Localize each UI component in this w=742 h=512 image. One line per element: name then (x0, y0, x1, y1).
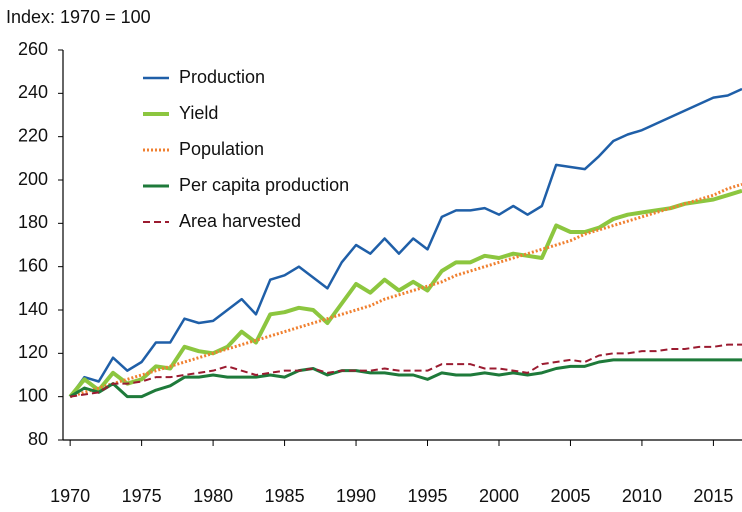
legend-label: Production (179, 67, 265, 87)
legend-label: Area harvested (179, 211, 301, 231)
x-tick-label: 1990 (336, 486, 376, 506)
y-tick-label: 180 (18, 212, 48, 232)
y-tick-label: 140 (18, 299, 48, 319)
x-tick-label: 1985 (265, 486, 305, 506)
series-line (69, 358, 742, 399)
x-tick-label: 1970 (50, 486, 90, 506)
y-tick-label: 120 (18, 342, 48, 362)
y-tick-label: 80 (28, 429, 48, 449)
x-tick-label: 1975 (122, 486, 162, 506)
series-line (69, 343, 742, 398)
series-line (69, 182, 742, 399)
y-tick-label: 200 (18, 169, 48, 189)
y-tick-label: 100 (18, 385, 48, 405)
legend-label: Per capita production (179, 175, 349, 195)
x-tick-label: 2010 (622, 486, 662, 506)
y-tick-label: 220 (18, 125, 48, 145)
x-tick-label: 2015 (693, 486, 733, 506)
x-tick-label: 1995 (407, 486, 447, 506)
series-line (69, 87, 742, 398)
y-tick-label: 160 (18, 255, 48, 275)
legend-label: Population (179, 139, 264, 159)
legend-label: Yield (179, 103, 218, 123)
y-tick-label: 240 (18, 82, 48, 102)
chart-subtitle: Index: 1970 = 100 (6, 7, 151, 27)
x-tick-label: 2000 (479, 486, 519, 506)
y-tick-label: 260 (18, 39, 48, 59)
series-line (68, 188, 742, 398)
x-tick-label: 2005 (550, 486, 590, 506)
x-tick-label: 1980 (193, 486, 233, 506)
